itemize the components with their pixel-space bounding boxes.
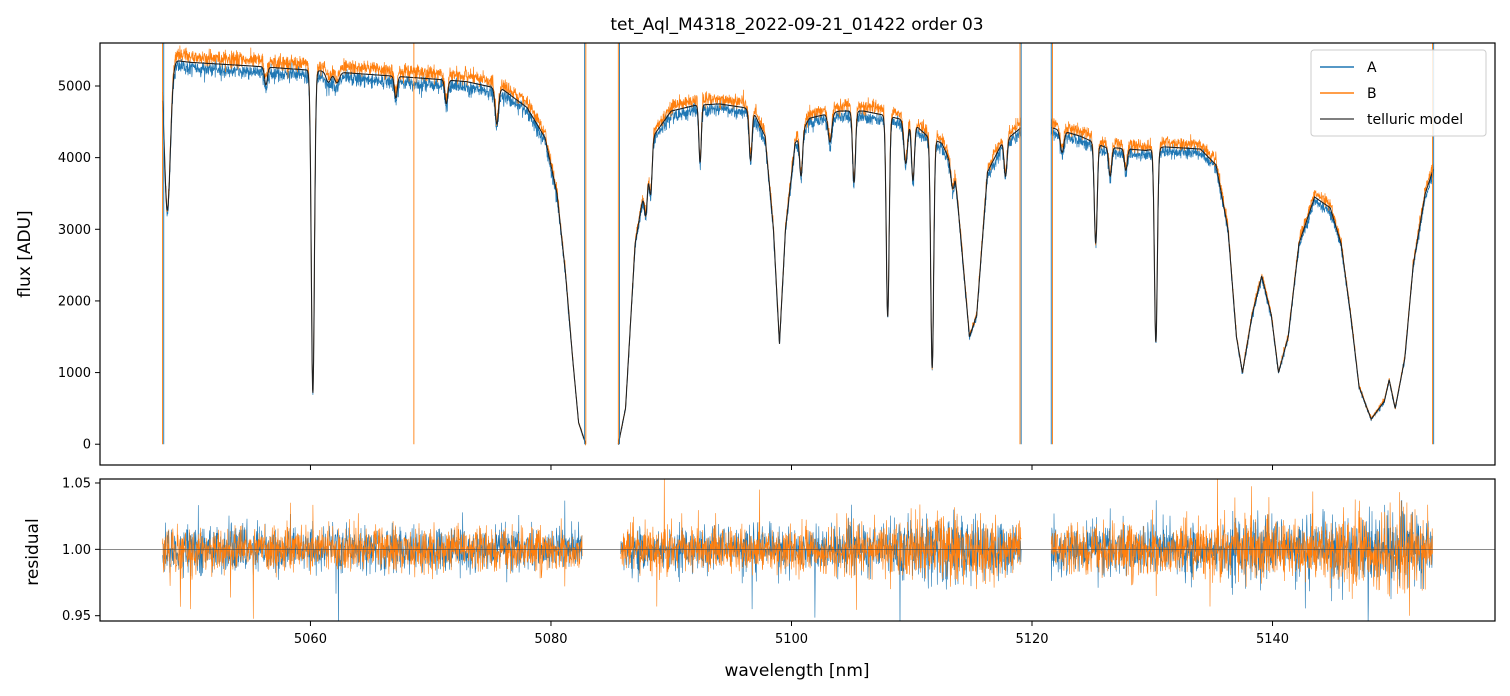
residual-y-tick-label: 1.00: [62, 543, 91, 558]
residual-axis-label: residual: [23, 518, 43, 585]
flux-y-tick-label: 0: [83, 438, 91, 453]
wavelength-tick-label: 5140: [1256, 632, 1289, 647]
chart-title: tet_Aql_M4318_2022-09-21_01422 order 03: [610, 15, 983, 35]
legend-label: A: [1367, 60, 1377, 76]
flux-y-tick-label: 3000: [58, 223, 91, 238]
legend-label: B: [1367, 86, 1377, 102]
telluric-model-line: [161, 60, 1434, 445]
flux-axis-label: flux [ADU]: [15, 210, 35, 297]
wavelength-tick-label: 5120: [1015, 632, 1048, 647]
wavelength-tick-label: 5080: [534, 632, 567, 647]
flux-y-tick-label: 5000: [58, 79, 91, 94]
flux-panel: 0 1000 2000 3000 4000 5000 flux [ADU] ABtellu…: [15, 42, 1496, 470]
wavelength-tick-label: 5060: [294, 632, 327, 647]
flux-y-tick-label: 1000: [58, 366, 91, 381]
flux-y-ticks: 0 1000 2000 3000 4000 5000: [58, 79, 100, 453]
wavelength-tick-label: 5100: [775, 632, 808, 647]
flux-y-tick-label: 2000: [58, 294, 91, 309]
residual-y-tick-label: 0.95: [62, 609, 91, 624]
flux-y-tick-label: 4000: [58, 151, 91, 166]
residual-x-ticks: 5060 5080 5100 5120 5140: [294, 621, 1289, 647]
residual-y-tick-label: 1.05: [62, 476, 91, 491]
flux-panel-frame: [99, 42, 1496, 466]
legend-label: telluric model: [1367, 112, 1463, 128]
residual-panel-frame: [99, 478, 1496, 622]
wavelength-axis-label: wavelength [nm]: [724, 661, 869, 681]
residual-y-ticks: 0.95 1.00 1.05: [62, 476, 100, 624]
residual-panel: 0.95 1.00 1.05 5060 5080 5100 5120 5140 residu…: [23, 476, 1496, 681]
flux-x-ticks: [309, 465, 1274, 470]
legend-box: [1310, 49, 1487, 137]
